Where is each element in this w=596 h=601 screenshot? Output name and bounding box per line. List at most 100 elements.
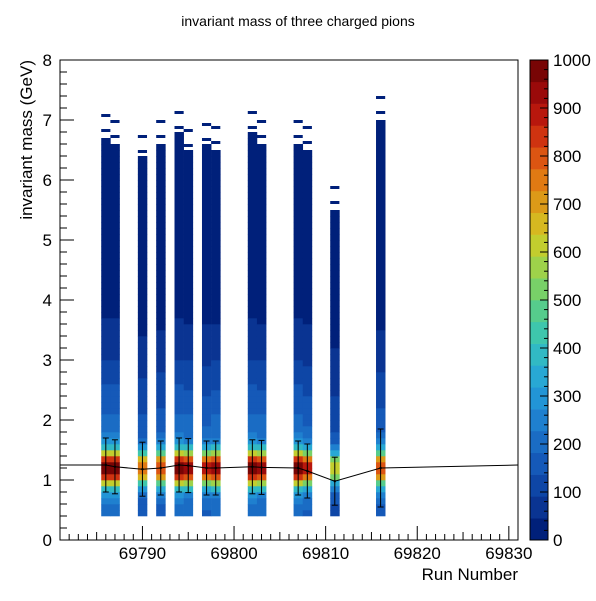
- heatmap-cell: [293, 264, 304, 271]
- heatmap-cell: [302, 432, 313, 439]
- heatmap-cell: [137, 324, 148, 331]
- heatmap-cell: [110, 408, 120, 415]
- heatmap-cell: [330, 450, 340, 457]
- heatmap-cell: [293, 180, 304, 187]
- heatmap-cell: [183, 318, 194, 325]
- heatmap-cell: [256, 384, 267, 391]
- heatmap-cell: [183, 402, 194, 409]
- heatmap-cell: [201, 138, 212, 141]
- color-swatch: [530, 496, 548, 519]
- heatmap-cell: [201, 288, 212, 295]
- color-swatch: [530, 212, 548, 235]
- heatmap-cell: [183, 258, 194, 265]
- heatmap-cell: [376, 330, 386, 337]
- heatmap-cell: [183, 222, 194, 229]
- heatmap-cell: [156, 198, 166, 205]
- heatmap-cell: [201, 228, 212, 235]
- heatmap-cell: [256, 180, 267, 187]
- heatmap-cell: [110, 180, 120, 187]
- heatmap-cell: [137, 198, 148, 205]
- heatmap-cell: [156, 204, 166, 211]
- y-tick-label: 0: [43, 531, 52, 550]
- heatmap-cell: [156, 135, 166, 138]
- heatmap-cell: [302, 312, 313, 319]
- heatmap-cell: [183, 252, 194, 259]
- color-swatch: [530, 518, 548, 541]
- heatmap-cell: [156, 372, 166, 379]
- heatmap-cell: [137, 234, 148, 241]
- heatmap-cell: [293, 222, 304, 229]
- heatmap-cell: [110, 306, 120, 313]
- heatmap-cell: [110, 390, 120, 397]
- heatmap-cell: [211, 168, 221, 175]
- heatmap-cell: [211, 408, 221, 415]
- heatmap-cell: [247, 324, 258, 331]
- heatmap-cell: [247, 204, 258, 211]
- heatmap-cell: [101, 294, 111, 301]
- heatmap-cell: [293, 342, 304, 349]
- color-swatch: [530, 474, 548, 497]
- y-tick-label: 4: [43, 291, 52, 310]
- heatmap-cell: [137, 228, 148, 235]
- heatmap-cell: [183, 312, 194, 319]
- heatmap-cell: [376, 258, 386, 265]
- heatmap-cell: [156, 432, 166, 439]
- heatmap-cell: [201, 294, 212, 301]
- heatmap-cell: [330, 276, 340, 283]
- heatmap-cell: [156, 318, 166, 325]
- heatmap-cell: [174, 234, 184, 241]
- heatmap-cell: [110, 426, 120, 433]
- heatmap-cell: [174, 264, 184, 271]
- heatmap-cell: [211, 498, 221, 505]
- heatmap-cell: [110, 372, 120, 379]
- heatmap-cell: [101, 180, 111, 187]
- heatmap-cell: [376, 342, 386, 349]
- heatmap-cell: [183, 198, 194, 205]
- heatmap-cell: [293, 120, 303, 123]
- heatmap-cell: [110, 312, 120, 319]
- heatmap-cell: [101, 312, 111, 319]
- heatmap-cell: [211, 510, 221, 517]
- heatmap-cell: [174, 390, 184, 397]
- heatmap-cell: [110, 414, 120, 421]
- heatmap-cell: [376, 348, 386, 355]
- heatmap-cell: [330, 312, 340, 319]
- heatmap-cell: [256, 222, 267, 229]
- heatmap-cell: [293, 408, 304, 415]
- heatmap-cell: [302, 174, 313, 181]
- heatmap-cell: [247, 282, 258, 289]
- heatmap-cell: [110, 318, 120, 325]
- heatmap-cell: [183, 306, 194, 313]
- heatmap-cell: [376, 384, 386, 391]
- heatmap-cell: [302, 348, 313, 355]
- heatmap-cell: [293, 306, 304, 313]
- heatmap-cell: [110, 168, 120, 175]
- heatmap-cell: [293, 366, 304, 373]
- heatmap-cell: [376, 294, 386, 301]
- heatmap-cell: [174, 426, 184, 433]
- heatmap-cell: [293, 270, 304, 277]
- heatmap-cell: [101, 222, 111, 229]
- heatmap-cell: [330, 246, 340, 253]
- heatmap-cell: [302, 294, 313, 301]
- heatmap-cell: [211, 300, 221, 307]
- heatmap-cell: [302, 198, 313, 205]
- heatmap-cell: [330, 402, 340, 409]
- heatmap-cell: [201, 180, 212, 187]
- heatmap-cell: [376, 210, 386, 217]
- heatmap-cell: [101, 264, 111, 271]
- heatmap-cell: [174, 174, 184, 181]
- heatmap-cell: [201, 378, 212, 385]
- heatmap-cell: [376, 240, 386, 247]
- heatmap-cell: [256, 348, 267, 355]
- heatmap-cell: [376, 360, 386, 367]
- heatmap-cell: [101, 336, 111, 343]
- heatmap-cell: [293, 216, 304, 223]
- heatmap-cell: [137, 366, 148, 373]
- heatmap-cell: [302, 300, 313, 307]
- heatmap-cell: [247, 216, 258, 223]
- heatmap-cell: [110, 258, 120, 265]
- heatmap-cell: [101, 330, 111, 337]
- heatmap-cell: [101, 414, 111, 421]
- heatmap-cell: [302, 384, 313, 391]
